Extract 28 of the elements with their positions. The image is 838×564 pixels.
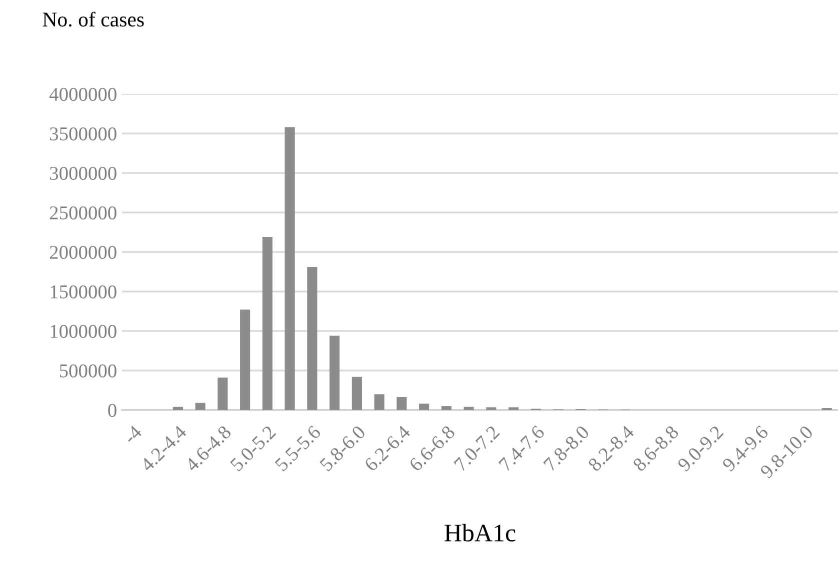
bar xyxy=(441,406,452,410)
bar xyxy=(307,267,318,410)
bar xyxy=(172,406,183,410)
y-tick-label: 1500000 xyxy=(50,285,116,298)
bar xyxy=(464,406,474,410)
bar xyxy=(352,376,362,410)
bar xyxy=(396,396,407,410)
x-axis-title: HbA1c xyxy=(444,524,516,542)
y-axis-title: No. of cases xyxy=(42,12,144,27)
y-tick-label: 2500000 xyxy=(50,206,116,220)
x-tick-label: -4 xyxy=(122,424,143,444)
y-tick-label: 1000000 xyxy=(50,324,116,338)
bar xyxy=(330,336,340,410)
y-tick-label: 500000 xyxy=(60,364,116,378)
y-tick-label: 0 xyxy=(108,404,116,417)
bar xyxy=(262,236,272,410)
bar xyxy=(374,394,384,410)
y-tick-label: 2000000 xyxy=(50,246,116,259)
bar xyxy=(419,404,430,410)
y-tick-label: 3000000 xyxy=(50,166,116,180)
bar xyxy=(195,402,206,410)
bar xyxy=(508,407,519,410)
bar xyxy=(486,407,496,410)
bar xyxy=(284,127,295,410)
y-tick-label: 3500000 xyxy=(50,127,116,140)
bar xyxy=(218,378,228,410)
bar xyxy=(240,310,250,410)
y-tick-label: 4000000 xyxy=(49,88,116,101)
